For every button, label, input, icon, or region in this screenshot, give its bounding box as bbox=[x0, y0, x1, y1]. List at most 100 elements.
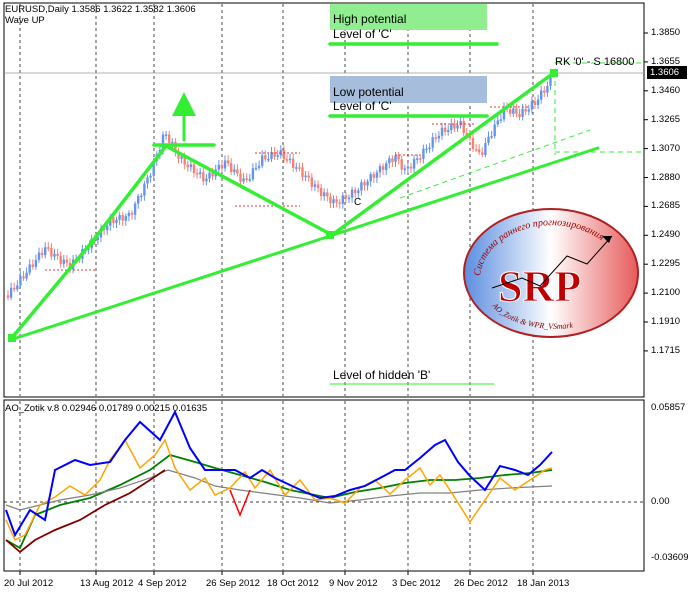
candle-body bbox=[53, 253, 56, 257]
candle-body bbox=[276, 155, 279, 157]
candle-body bbox=[264, 155, 267, 160]
candle-body bbox=[533, 101, 537, 105]
candle-body bbox=[248, 179, 251, 181]
candle-body bbox=[257, 165, 261, 168]
high-potential-title: High potential bbox=[333, 12, 407, 26]
trend-line bbox=[328, 146, 600, 238]
candle-body bbox=[164, 134, 168, 136]
candle-body bbox=[474, 149, 478, 151]
candle-body bbox=[50, 247, 53, 257]
time-tick-label: 4 Sep 2012 bbox=[138, 578, 187, 589]
candle-body bbox=[242, 178, 245, 182]
wave-point bbox=[326, 231, 334, 239]
candle-body bbox=[440, 127, 444, 136]
price-tick-label: 1.3655 bbox=[651, 55, 681, 67]
candle-body bbox=[409, 166, 413, 169]
time-tick-label: 18 Jan 2013 bbox=[517, 578, 570, 589]
candle-body bbox=[323, 192, 326, 197]
candle-body bbox=[112, 217, 115, 223]
candle-body bbox=[453, 123, 456, 129]
channel-dash bbox=[399, 129, 591, 199]
price-tick-label: 1.3070 bbox=[651, 142, 681, 154]
candle-body bbox=[183, 156, 186, 165]
candle-body bbox=[96, 237, 100, 241]
candle-body bbox=[304, 175, 307, 178]
candle-body bbox=[490, 136, 493, 138]
candle-body bbox=[44, 247, 47, 256]
candle-body bbox=[335, 199, 338, 203]
candle-body bbox=[391, 158, 394, 162]
price-tick-label: 1.1715 bbox=[651, 344, 681, 356]
candle-body bbox=[245, 178, 248, 180]
candle-body bbox=[146, 177, 149, 184]
candle-body bbox=[319, 187, 323, 197]
candle-body bbox=[375, 172, 379, 178]
candle-body bbox=[378, 166, 382, 173]
wave-label: Wave UP bbox=[5, 15, 45, 26]
candle-body bbox=[140, 195, 143, 198]
candle-body bbox=[462, 121, 465, 134]
candle-body bbox=[186, 164, 189, 168]
hidden-b-level: Level of hidden 'B' bbox=[333, 368, 431, 382]
candle-body bbox=[177, 151, 180, 159]
candle-body bbox=[282, 150, 286, 160]
candle-body bbox=[211, 172, 214, 177]
wave-point bbox=[550, 69, 558, 77]
candle-body bbox=[124, 216, 127, 221]
time-tick-label: 13 Aug 2012 bbox=[80, 578, 134, 589]
time-tick-label: 3 Dec 2012 bbox=[392, 578, 441, 589]
symbol-header: EURUSD,Daily 1.3586 1.3622 1.3582 1.3606 bbox=[5, 4, 196, 15]
candle-body bbox=[205, 178, 208, 182]
candle-body bbox=[388, 158, 391, 164]
candle-body bbox=[22, 276, 25, 279]
candle-body bbox=[87, 248, 90, 250]
candle-body bbox=[425, 148, 428, 151]
candle-body bbox=[512, 108, 515, 114]
candle-body bbox=[518, 113, 521, 117]
candle-body bbox=[208, 172, 211, 179]
candle-body bbox=[527, 109, 530, 112]
candle-body bbox=[9, 287, 13, 298]
candle-body bbox=[254, 167, 258, 170]
candle-body bbox=[341, 195, 344, 204]
wave-line bbox=[90, 144, 168, 244]
candle-body bbox=[332, 199, 335, 204]
candle-body bbox=[195, 173, 199, 175]
candle-body bbox=[161, 134, 165, 150]
candle-body bbox=[189, 164, 193, 168]
candle-body bbox=[540, 90, 543, 100]
candle-body bbox=[329, 196, 332, 204]
indicator-tick-label: 0.00 bbox=[651, 496, 670, 507]
candle-body bbox=[233, 169, 236, 173]
logo-letters: SRP bbox=[498, 262, 581, 311]
candle-body bbox=[310, 177, 313, 187]
candle-body bbox=[499, 119, 503, 121]
candle-body bbox=[344, 195, 348, 198]
candle-body bbox=[471, 138, 475, 150]
price-tick-label: 1.2490 bbox=[651, 229, 681, 241]
ao-red-line bbox=[229, 489, 251, 518]
candle-body bbox=[403, 168, 406, 170]
candle-body bbox=[524, 108, 527, 112]
candle-body bbox=[394, 155, 397, 162]
candle-body bbox=[509, 109, 512, 114]
candle-body bbox=[267, 159, 270, 161]
candle-body bbox=[447, 130, 450, 132]
high-potential-box bbox=[330, 4, 487, 30]
candle-body bbox=[171, 141, 174, 144]
candle-body bbox=[459, 121, 462, 126]
candle-body bbox=[347, 197, 351, 200]
candle-body bbox=[202, 172, 205, 182]
candle-body bbox=[515, 108, 518, 114]
candle-body bbox=[34, 259, 38, 267]
candle-body bbox=[121, 215, 124, 221]
price-tick-label: 1.3850 bbox=[651, 27, 681, 38]
candle-body bbox=[354, 189, 357, 194]
candle-body bbox=[292, 158, 295, 168]
candle-body bbox=[543, 90, 546, 93]
candle-body bbox=[130, 212, 134, 215]
high-potential-level: Level of 'C' bbox=[333, 27, 392, 41]
candle-body bbox=[25, 272, 28, 279]
wave-point bbox=[89, 239, 95, 245]
candle-body bbox=[261, 155, 264, 166]
